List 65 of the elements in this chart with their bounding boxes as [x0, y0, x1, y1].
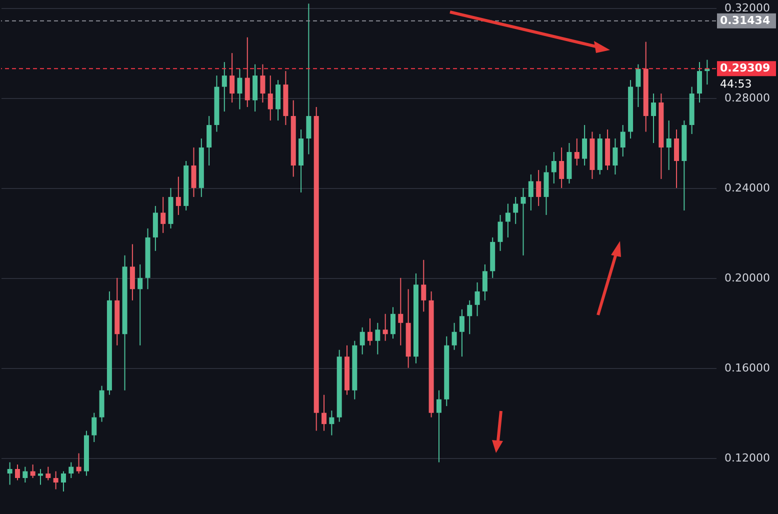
- candlestick: [367, 318, 372, 346]
- candlestick: [375, 322, 380, 355]
- candlestick: [582, 124, 588, 166]
- candlestick: [452, 322, 457, 350]
- candlestick: [191, 147, 196, 198]
- candlestick: [390, 306, 396, 340]
- candlestick: [459, 308, 464, 358]
- candlestick: [329, 410, 334, 436]
- candlestick: [398, 277, 404, 346]
- candlestick: [230, 52, 235, 104]
- candlestick: [68, 462, 74, 479]
- candlestick: [520, 187, 526, 256]
- candlestick: [467, 300, 472, 335]
- ref-line-label: 0.31434: [720, 14, 770, 27]
- candlestick: [551, 151, 556, 184]
- candlestick: [436, 390, 442, 463]
- candlestick: [666, 120, 672, 170]
- candlestick: [322, 394, 327, 432]
- candlestick: [674, 129, 680, 188]
- y-tick-label: 0.20000: [724, 271, 770, 284]
- candlestick: [505, 203, 510, 238]
- candlestick: [574, 138, 580, 166]
- y-tick-label: 0.28000: [724, 92, 770, 105]
- y-tick-label: 0.12000: [724, 451, 770, 464]
- candlestick: [130, 244, 135, 301]
- text: 44:53: [720, 78, 752, 91]
- candlestick: [176, 176, 181, 216]
- candlestick: [612, 138, 618, 175]
- candlestick: [92, 412, 97, 443]
- y-tick-label: 0.16000: [724, 361, 770, 374]
- y-tick-label: 0.24000: [724, 181, 770, 194]
- candlestick: [421, 259, 426, 312]
- candlestick: [636, 64, 641, 108]
- candlestick: [360, 326, 365, 355]
- candlestick: [513, 196, 518, 224]
- candlestick: [237, 68, 242, 110]
- candlestick: [138, 264, 143, 346]
- candlestick: [76, 452, 82, 474]
- candlestick: [528, 174, 534, 211]
- y-tick-label: 0.32000: [724, 2, 770, 15]
- candlestick: [268, 75, 273, 122]
- candlestick: [536, 169, 542, 206]
- candlestick: [697, 62, 702, 104]
- candlestick: [206, 116, 212, 166]
- candlestick: [474, 282, 480, 317]
- candlestick: [482, 264, 488, 301]
- candlestick: [559, 147, 564, 188]
- candlestick: [46, 466, 51, 481]
- candlestick: [30, 464, 36, 479]
- candlestick: [498, 214, 503, 252]
- candlestick: [60, 470, 66, 492]
- candlestick: [620, 124, 626, 157]
- candlestick: [222, 62, 227, 112]
- candlestick: [160, 196, 166, 234]
- candlestick: [382, 313, 388, 342]
- candlestick: [260, 64, 266, 104]
- candlestick: [14, 464, 20, 481]
- candlestick: [244, 36, 250, 108]
- candlestick: [7, 462, 12, 486]
- candlestick: [22, 466, 28, 484]
- candlestick: [651, 93, 656, 144]
- candlestick: [306, 3, 312, 155]
- ref-line-label: 0.29309: [720, 62, 770, 75]
- candlestick: [53, 470, 58, 490]
- candlestick: [38, 468, 43, 486]
